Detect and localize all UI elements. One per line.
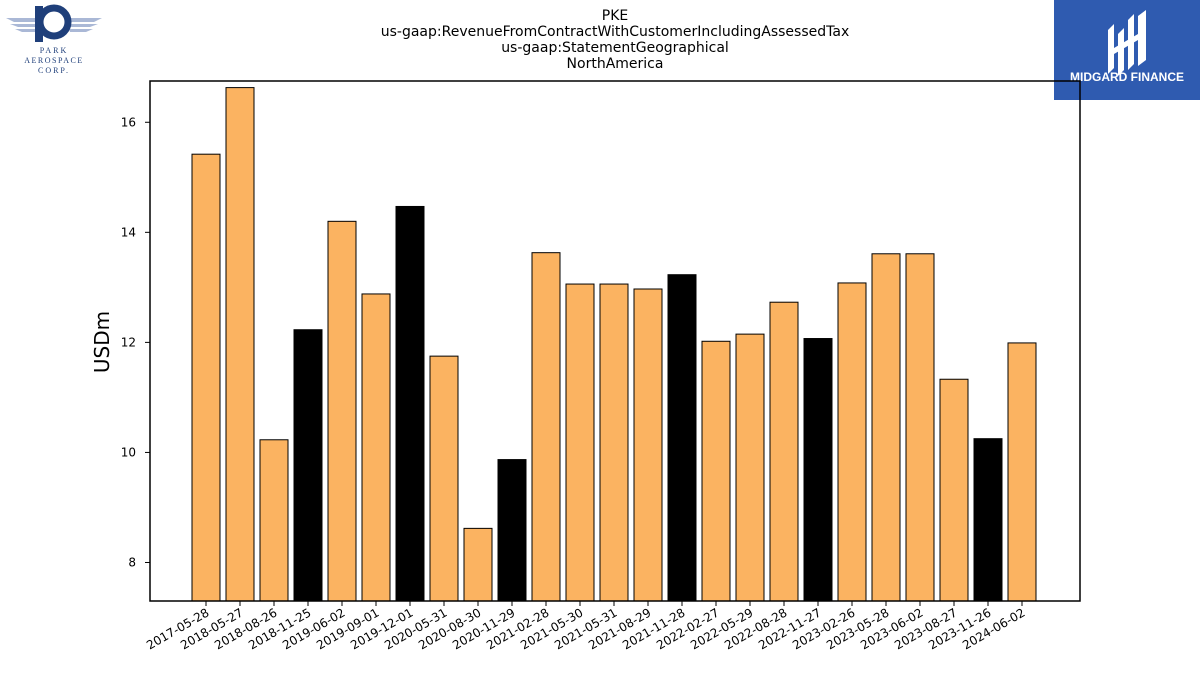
bar-2018-05-27 <box>225 87 255 602</box>
y-tick-label: 12 <box>121 335 136 349</box>
y-tick-label: 14 <box>121 225 136 239</box>
bar-2021-05-30 <box>565 283 595 602</box>
bar-2017-05-28 <box>191 153 221 602</box>
bar-2023-05-28 <box>871 253 901 602</box>
logo-wings-icon <box>6 18 102 32</box>
bar-2022-05-29 <box>735 333 765 602</box>
park-aerospace-logo: PARK AEROSPACE CORP. <box>4 4 104 76</box>
bar-2023-02-26 <box>837 282 867 602</box>
bar-2019-12-01 <box>395 205 425 602</box>
bar-2019-06-02 <box>327 220 357 602</box>
bar-2020-05-31 <box>429 355 459 602</box>
chart-title-metric: us-gaap:RevenueFromContractWithCustomerI… <box>381 24 850 40</box>
y-tick-label: 10 <box>121 445 136 459</box>
midgard-finance-text: MIDGARD FINANCE <box>1070 70 1184 84</box>
y-tick-label: 8 <box>128 555 136 569</box>
bar-2018-08-26 <box>259 439 289 602</box>
y-axis-label: USDm <box>90 311 114 373</box>
y-tick-label: 16 <box>121 115 136 129</box>
bar-2023-11-26 <box>973 438 1003 602</box>
bar-2022-02-27 <box>701 340 731 602</box>
chart-title-ticker: PKE <box>602 8 628 24</box>
midgard-emblem-icon <box>1108 10 1146 76</box>
chart-title-member: NorthAmerica <box>567 56 664 72</box>
bar-2022-08-28 <box>769 301 799 602</box>
bar-2023-08-27 <box>939 378 969 602</box>
bar-2021-11-28 <box>667 274 697 602</box>
logo-line-1: PARK <box>40 46 69 55</box>
bar-2023-06-02 <box>905 253 935 602</box>
midgard-finance-logo: MIDGARD FINANCE <box>1054 0 1200 100</box>
plot-frame <box>149 80 1081 602</box>
bar-2021-02-28 <box>531 252 561 602</box>
logo-line-3: CORP. <box>38 66 70 75</box>
y-axis: 8 10 12 14 16 <box>121 115 150 569</box>
bars-group <box>191 87 1037 602</box>
bar-2024-06-02 <box>1007 342 1037 602</box>
logo-p-icon <box>35 4 72 42</box>
bar-2019-09-01 <box>361 293 391 602</box>
bar-2020-08-30 <box>463 527 493 602</box>
x-axis: 2017-05-282018-05-272018-08-262018-11-25… <box>144 601 1028 652</box>
logo-line-2: AEROSPACE <box>24 56 83 65</box>
chart-title-dimension: us-gaap:StatementGeographical <box>501 40 729 56</box>
bar-2020-11-29 <box>497 459 527 602</box>
bar-2018-11-25 <box>293 329 323 602</box>
bar-2022-11-27 <box>803 338 833 602</box>
bar-2021-05-31 <box>599 283 629 602</box>
bar-2021-08-29 <box>633 288 663 602</box>
